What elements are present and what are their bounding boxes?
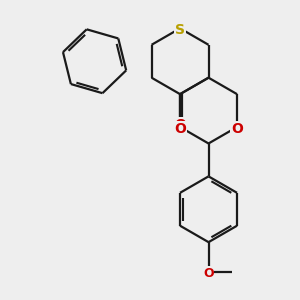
Text: O: O [174,122,186,136]
Text: S: S [175,23,185,37]
Text: O: O [231,122,243,136]
Text: O: O [174,118,186,132]
Text: O: O [203,267,214,280]
